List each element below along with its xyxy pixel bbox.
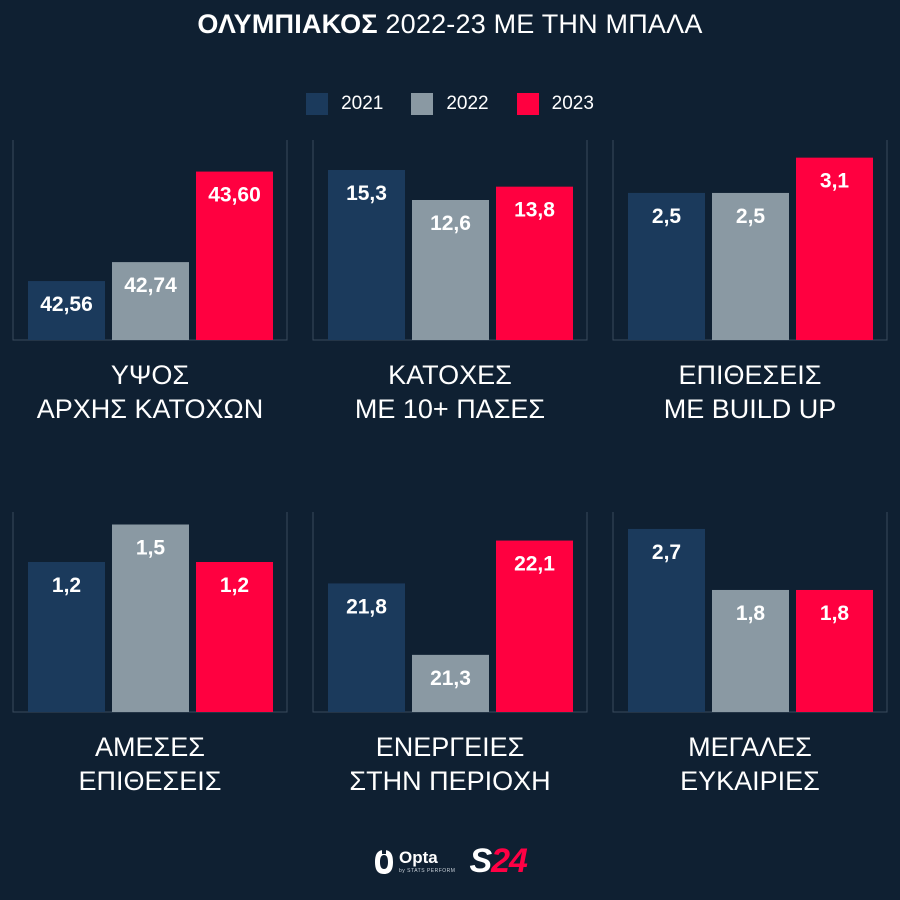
title-rest: 2022-23 ΜΕ ΤΗΝ ΜΠΑΛΑ [385,9,703,39]
data-label: 43,60 [208,184,261,207]
bar-2022 [712,589,789,712]
data-label: 2,7 [652,541,681,564]
data-label: 3,1 [820,170,850,193]
bar-chart: 42,56 42,74 43,60 [12,140,288,341]
data-label: 12,6 [430,212,471,235]
data-label: 2,5 [736,205,766,228]
chart-title: ΑΜΕΣΕΣ ΕΠΙΘΕΣΕΙΣ [78,732,222,796]
bar-chart: 21,8 21,3 22,1 [312,512,588,713]
legend-swatch [516,93,539,115]
bar-2021 [628,528,705,712]
chart-panel: 15,3 12,6 13,8 ΚΑΤΟΧΕΣ ΜΕ 10+ ΠΑΣΕΣ [300,140,600,440]
opta-logo: Opta by STATS PERFORM [373,847,456,876]
data-label: 1,8 [736,602,766,625]
legend: 2021 2022 2023 [0,93,900,115]
data-label: 2,5 [652,205,682,228]
footer: Opta by STATS PERFORM S24 [0,842,900,881]
bar-2023 [196,171,273,340]
data-label: 1,8 [820,602,850,625]
data-label: 42,74 [124,274,177,297]
chart-panel: 2,7 1,8 1,8 ΜΕΓΑΛΕΣ ΕΥΚΑΙΡΙΕΣ [600,512,900,812]
s24-letter: S [469,842,492,880]
bar-2023 [796,157,873,340]
bar-chart: 2,5 2,5 3,1 [612,140,888,341]
legend-item-2023: 2023 [516,93,594,115]
data-label: 13,8 [514,199,555,222]
opta-subtext: by STATS PERFORM [399,867,456,874]
chart-panel: 2,5 2,5 3,1 ΕΠΙΘΕΣΕΙΣ ΜΕ BUILD UP [600,140,900,440]
bar-2021 [328,170,405,340]
opta-icon [375,847,394,874]
chart-title: ΕΝΕΡΓΕΙΕΣ ΣΤΗΝ ΠΕΡΙΟΧΗ [349,732,551,796]
bar-2023 [796,589,873,712]
data-label: 1,2 [220,574,249,597]
chart-title: ΥΨΟΣ ΑΡΧΗΣ ΚΑΤΟΧΩΝ [36,360,264,424]
data-label: 1,5 [136,537,166,560]
bar-2023 [196,562,273,712]
bar-chart: 1,2 1,5 1,2 [12,512,288,713]
data-label: 22,1 [514,553,555,576]
bar-chart: 2,7 1,8 1,8 [612,512,888,713]
chart-title: ΚΑΤΟΧΕΣ ΜΕ 10+ ΠΑΣΕΣ [354,360,546,424]
data-label: 1,2 [52,574,81,597]
bar-2023 [496,186,573,340]
legend-swatch [411,93,434,115]
legend-label: 2022 [446,93,489,114]
legend-label: 2021 [341,93,384,114]
data-label: 21,3 [430,667,471,690]
bar-2022 [112,524,189,712]
data-label: 42,56 [40,293,93,316]
bar-2022 [112,262,189,340]
legend-swatch [306,93,329,115]
chart-panel: 1,2 1,5 1,2 ΑΜΕΣΕΣ ΕΠΙΘΕΣΕΙΣ [0,512,300,812]
bar-2021 [28,562,105,712]
data-label: 15,3 [346,182,387,205]
bar-2023 [496,540,573,712]
s24-logo: S24 [469,842,528,881]
legend-item-2021: 2021 [306,93,383,115]
legend-item-2022: 2022 [411,93,489,115]
opta-text: Opta [399,847,438,867]
chart-title: ΕΠΙΘΕΣΕΙΣ ΜΕ BUILD UP [663,360,837,424]
chart-title: ΜΕΓΑΛΕΣ ΕΥΚΑΙΡΙΕΣ [680,732,820,796]
bar-2022 [712,192,789,340]
chart-panel: 42,56 42,74 43,60 ΥΨΟΣ ΑΡΧΗΣ ΚΑΤΟΧΩΝ [0,140,300,440]
bar-2022 [412,654,489,712]
chart-panel: 21,8 21,3 22,1 ΕΝΕΡΓΕΙΕΣ ΣΤΗΝ ΠΕΡΙΟΧΗ [300,512,600,812]
bar-2021 [328,583,405,712]
legend-label: 2023 [551,93,594,114]
bar-2022 [412,200,489,340]
bar-chart: 15,3 12,6 13,8 [312,140,588,341]
page-title: ΟΛΥΜΠΙΑΚΟΣ 2022-23 ΜΕ ΤΗΝ ΜΠΑΛΑ [0,9,900,40]
s24-number: 24 [491,842,528,880]
bar-2021 [628,192,705,340]
title-bold: ΟΛΥΜΠΙΑΚΟΣ [197,9,378,39]
data-label: 21,8 [346,595,387,618]
bar-2021 [28,281,105,340]
